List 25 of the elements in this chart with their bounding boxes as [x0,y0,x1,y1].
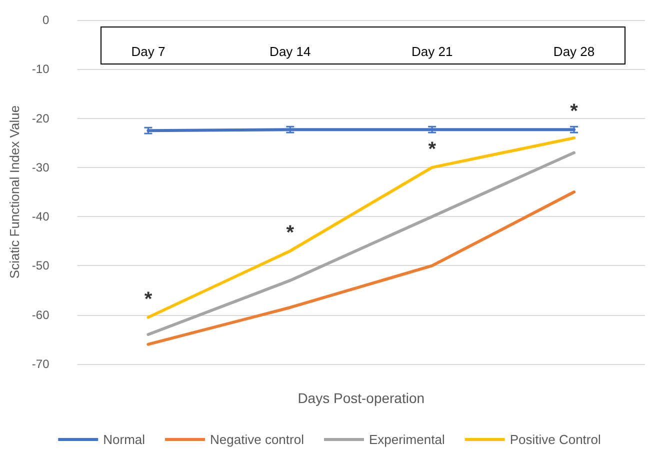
line-series [146,190,576,346]
y-tick-label: -10 [32,62,50,76]
y-tick-label: -40 [32,210,50,224]
x-tick-label: Day 14 [270,44,311,59]
y-axis-title: Sciatic Functional Index Value [7,105,22,279]
legend-label: Positive Control [510,432,601,447]
annotation: * [428,138,436,160]
annotation: * [570,100,578,123]
y-tick-label: -60 [32,308,50,322]
x-tick-label: Day 21 [411,44,453,59]
y-tick-label: -50 [32,258,50,273]
x-tick-label: Day 28 [553,44,595,59]
legend-label: Normal [103,432,146,447]
line-series [146,151,576,336]
legend-label: Negative control [210,432,304,447]
line-series [146,136,576,319]
y-tick-label: 0 [42,13,50,27]
x-axis-title: Days Post-operation [298,390,425,406]
legend-label: Experimental [368,432,445,447]
x-tick-label: Day 7 [131,44,166,59]
y-tick-label: -70 [32,357,50,371]
annotation: * [286,222,294,244]
y-tick-label: -20 [32,111,50,126]
annotation: * [144,288,152,310]
y-tick-label: -30 [32,160,50,174]
